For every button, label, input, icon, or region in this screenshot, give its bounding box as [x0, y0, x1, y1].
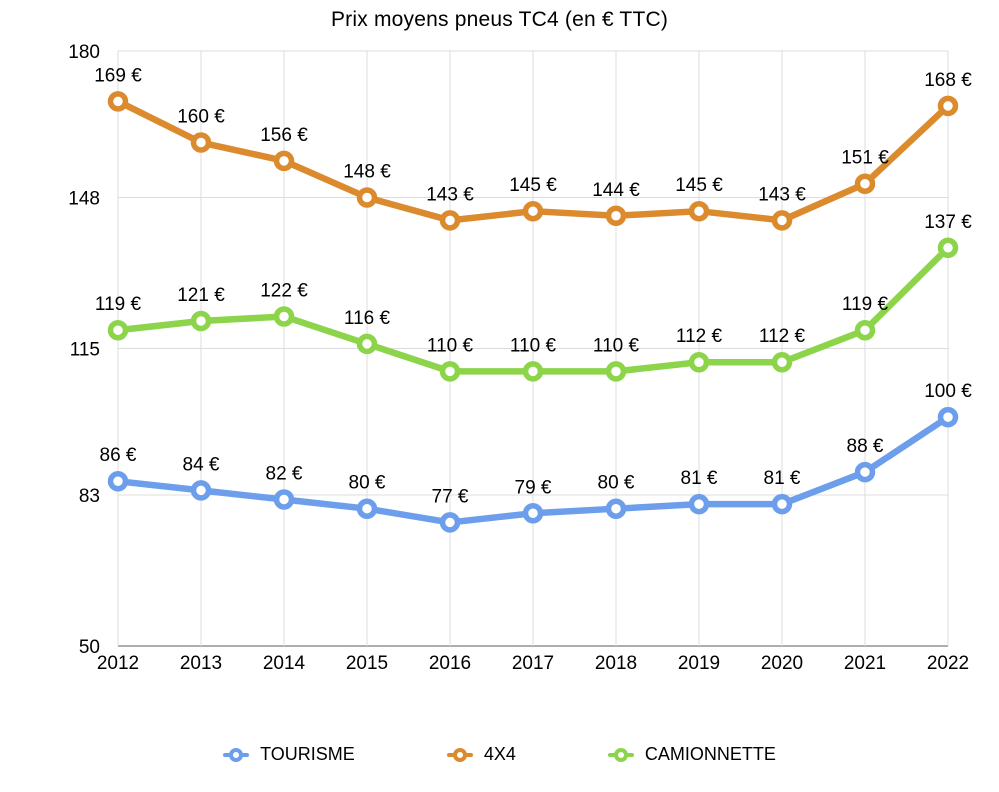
data-point-4x4-2019: [688, 200, 710, 222]
value-label-tourisme-2016: 77 €: [432, 486, 469, 507]
value-label-4x4-2014: 156 €: [260, 125, 308, 146]
y-axis-label-180: 180: [68, 42, 100, 63]
legend-marker-icon-4x4: [446, 747, 473, 762]
value-label-tourisme-2021: 88 €: [847, 436, 884, 457]
value-label-camionnette-2018: 110 €: [593, 335, 640, 356]
data-point-tourisme-2015: [356, 498, 378, 519]
legend-item-camionnette: CAMIONNETTE: [607, 744, 776, 765]
data-point-camionnette-2018: [605, 361, 627, 382]
value-label-4x4-2012: 169 €: [94, 65, 142, 86]
value-label-camionnette-2012: 119 €: [95, 294, 142, 315]
data-point-camionnette-2017: [522, 361, 544, 382]
data-point-camionnette-2022: [937, 237, 959, 259]
data-point-4x4-2014: [273, 150, 295, 172]
y-axis-label-83: 83: [79, 486, 100, 507]
data-point-4x4-2012: [107, 91, 129, 112]
data-point-tourisme-2016: [439, 512, 461, 533]
x-axis-label-2014: 2014: [263, 653, 306, 674]
y-axis-label-148: 148: [68, 188, 100, 209]
legend-marker-icon-camionnette: [607, 747, 634, 762]
x-axis-label-2016: 2016: [429, 653, 471, 674]
value-label-tourisme-2019: 81 €: [681, 468, 718, 489]
value-label-4x4-2016: 143 €: [426, 184, 474, 205]
data-point-camionnette-2015: [356, 333, 378, 355]
data-point-tourisme-2014: [273, 489, 295, 510]
data-point-camionnette-2016: [439, 361, 461, 382]
legend-label-4x4: 4X4: [483, 744, 516, 764]
value-label-tourisme-2018: 80 €: [598, 473, 635, 494]
value-label-tourisme-2022: 100 €: [924, 381, 972, 402]
chart-title: Prix moyens pneus TC4 (en € TTC): [330, 8, 669, 31]
data-point-tourisme-2022: [937, 406, 959, 428]
data-point-camionnette-2020: [771, 351, 793, 373]
x-axis-label-2013: 2013: [180, 653, 222, 674]
value-label-camionnette-2019: 112 €: [676, 326, 723, 347]
value-label-tourisme-2013: 84 €: [183, 454, 220, 475]
data-point-camionnette-2021: [854, 319, 876, 341]
value-label-4x4-2013: 160 €: [177, 107, 225, 128]
data-point-4x4-2017: [522, 200, 544, 222]
x-axis-label-2015: 2015: [346, 653, 388, 674]
data-point-4x4-2020: [771, 210, 793, 231]
value-label-4x4-2021: 151 €: [841, 148, 889, 169]
data-point-4x4-2018: [605, 205, 627, 227]
y-axis-label-115: 115: [70, 340, 100, 361]
x-axis-label-2021: 2021: [844, 653, 886, 674]
data-point-4x4-2015: [356, 187, 378, 208]
value-label-camionnette-2016: 110 €: [427, 335, 474, 356]
y-axis-label-50: 50: [79, 637, 100, 658]
value-label-4x4-2020: 143 €: [758, 184, 806, 205]
value-label-camionnette-2017: 110 €: [510, 335, 557, 356]
data-point-4x4-2021: [854, 173, 876, 194]
legend-marker-icon-tourisme: [223, 747, 250, 762]
value-label-4x4-2017: 145 €: [509, 175, 557, 196]
value-label-4x4-2019: 145 €: [675, 175, 723, 196]
legend-label-camionnette: CAMIONNETTE: [644, 744, 776, 764]
value-label-camionnette-2022: 137 €: [924, 212, 972, 233]
x-axis-label-2022: 2022: [927, 653, 969, 674]
data-point-tourisme-2017: [522, 503, 544, 524]
data-point-tourisme-2019: [688, 493, 710, 515]
value-label-camionnette-2021: 119 €: [842, 294, 889, 315]
value-label-4x4-2018: 144 €: [592, 180, 640, 201]
value-label-tourisme-2014: 82 €: [266, 464, 303, 485]
x-axis-label-2018: 2018: [595, 653, 637, 674]
value-label-4x4-2015: 148 €: [343, 161, 391, 182]
value-label-camionnette-2020: 112 €: [759, 326, 806, 347]
value-label-camionnette-2013: 121 €: [177, 285, 225, 306]
value-label-camionnette-2015: 116 €: [344, 308, 391, 329]
data-point-camionnette-2013: [190, 310, 212, 332]
value-label-4x4-2022: 168 €: [924, 70, 972, 91]
legend-item-4x4: 4X4: [446, 744, 516, 765]
data-point-camionnette-2012: [107, 319, 129, 341]
value-label-camionnette-2014: 122 €: [260, 280, 308, 301]
legend: TOURISME 4X4 CAMIONNETTE: [0, 744, 999, 765]
legend-item-tourisme: TOURISME: [223, 744, 355, 765]
data-point-tourisme-2012: [107, 470, 129, 492]
value-label-tourisme-2015: 80 €: [349, 473, 386, 494]
plot-area: 50 83 115 148 180 2012 2013 2014 2015 2016 2017 201…: [68, 42, 972, 674]
value-label-tourisme-2017: 79 €: [515, 477, 552, 498]
data-point-camionnette-2014: [273, 306, 295, 327]
data-point-tourisme-2018: [605, 498, 627, 519]
x-axis-label-2019: 2019: [678, 653, 720, 674]
data-point-tourisme-2020: [771, 493, 793, 515]
data-point-tourisme-2013: [190, 480, 212, 501]
data-point-4x4-2022: [937, 95, 959, 117]
data-point-tourisme-2021: [854, 461, 876, 483]
x-axis-label-2012: 2012: [97, 653, 139, 674]
legend-label-tourisme: TOURISME: [260, 744, 355, 764]
value-label-tourisme-2012: 86 €: [100, 445, 137, 466]
data-point-camionnette-2019: [688, 351, 710, 373]
x-axis-label-2017: 2017: [512, 653, 554, 674]
data-point-4x4-2013: [190, 132, 212, 153]
value-label-tourisme-2020: 81 €: [764, 468, 801, 489]
x-axis-label-2020: 2020: [761, 653, 803, 674]
data-point-4x4-2016: [439, 210, 461, 231]
